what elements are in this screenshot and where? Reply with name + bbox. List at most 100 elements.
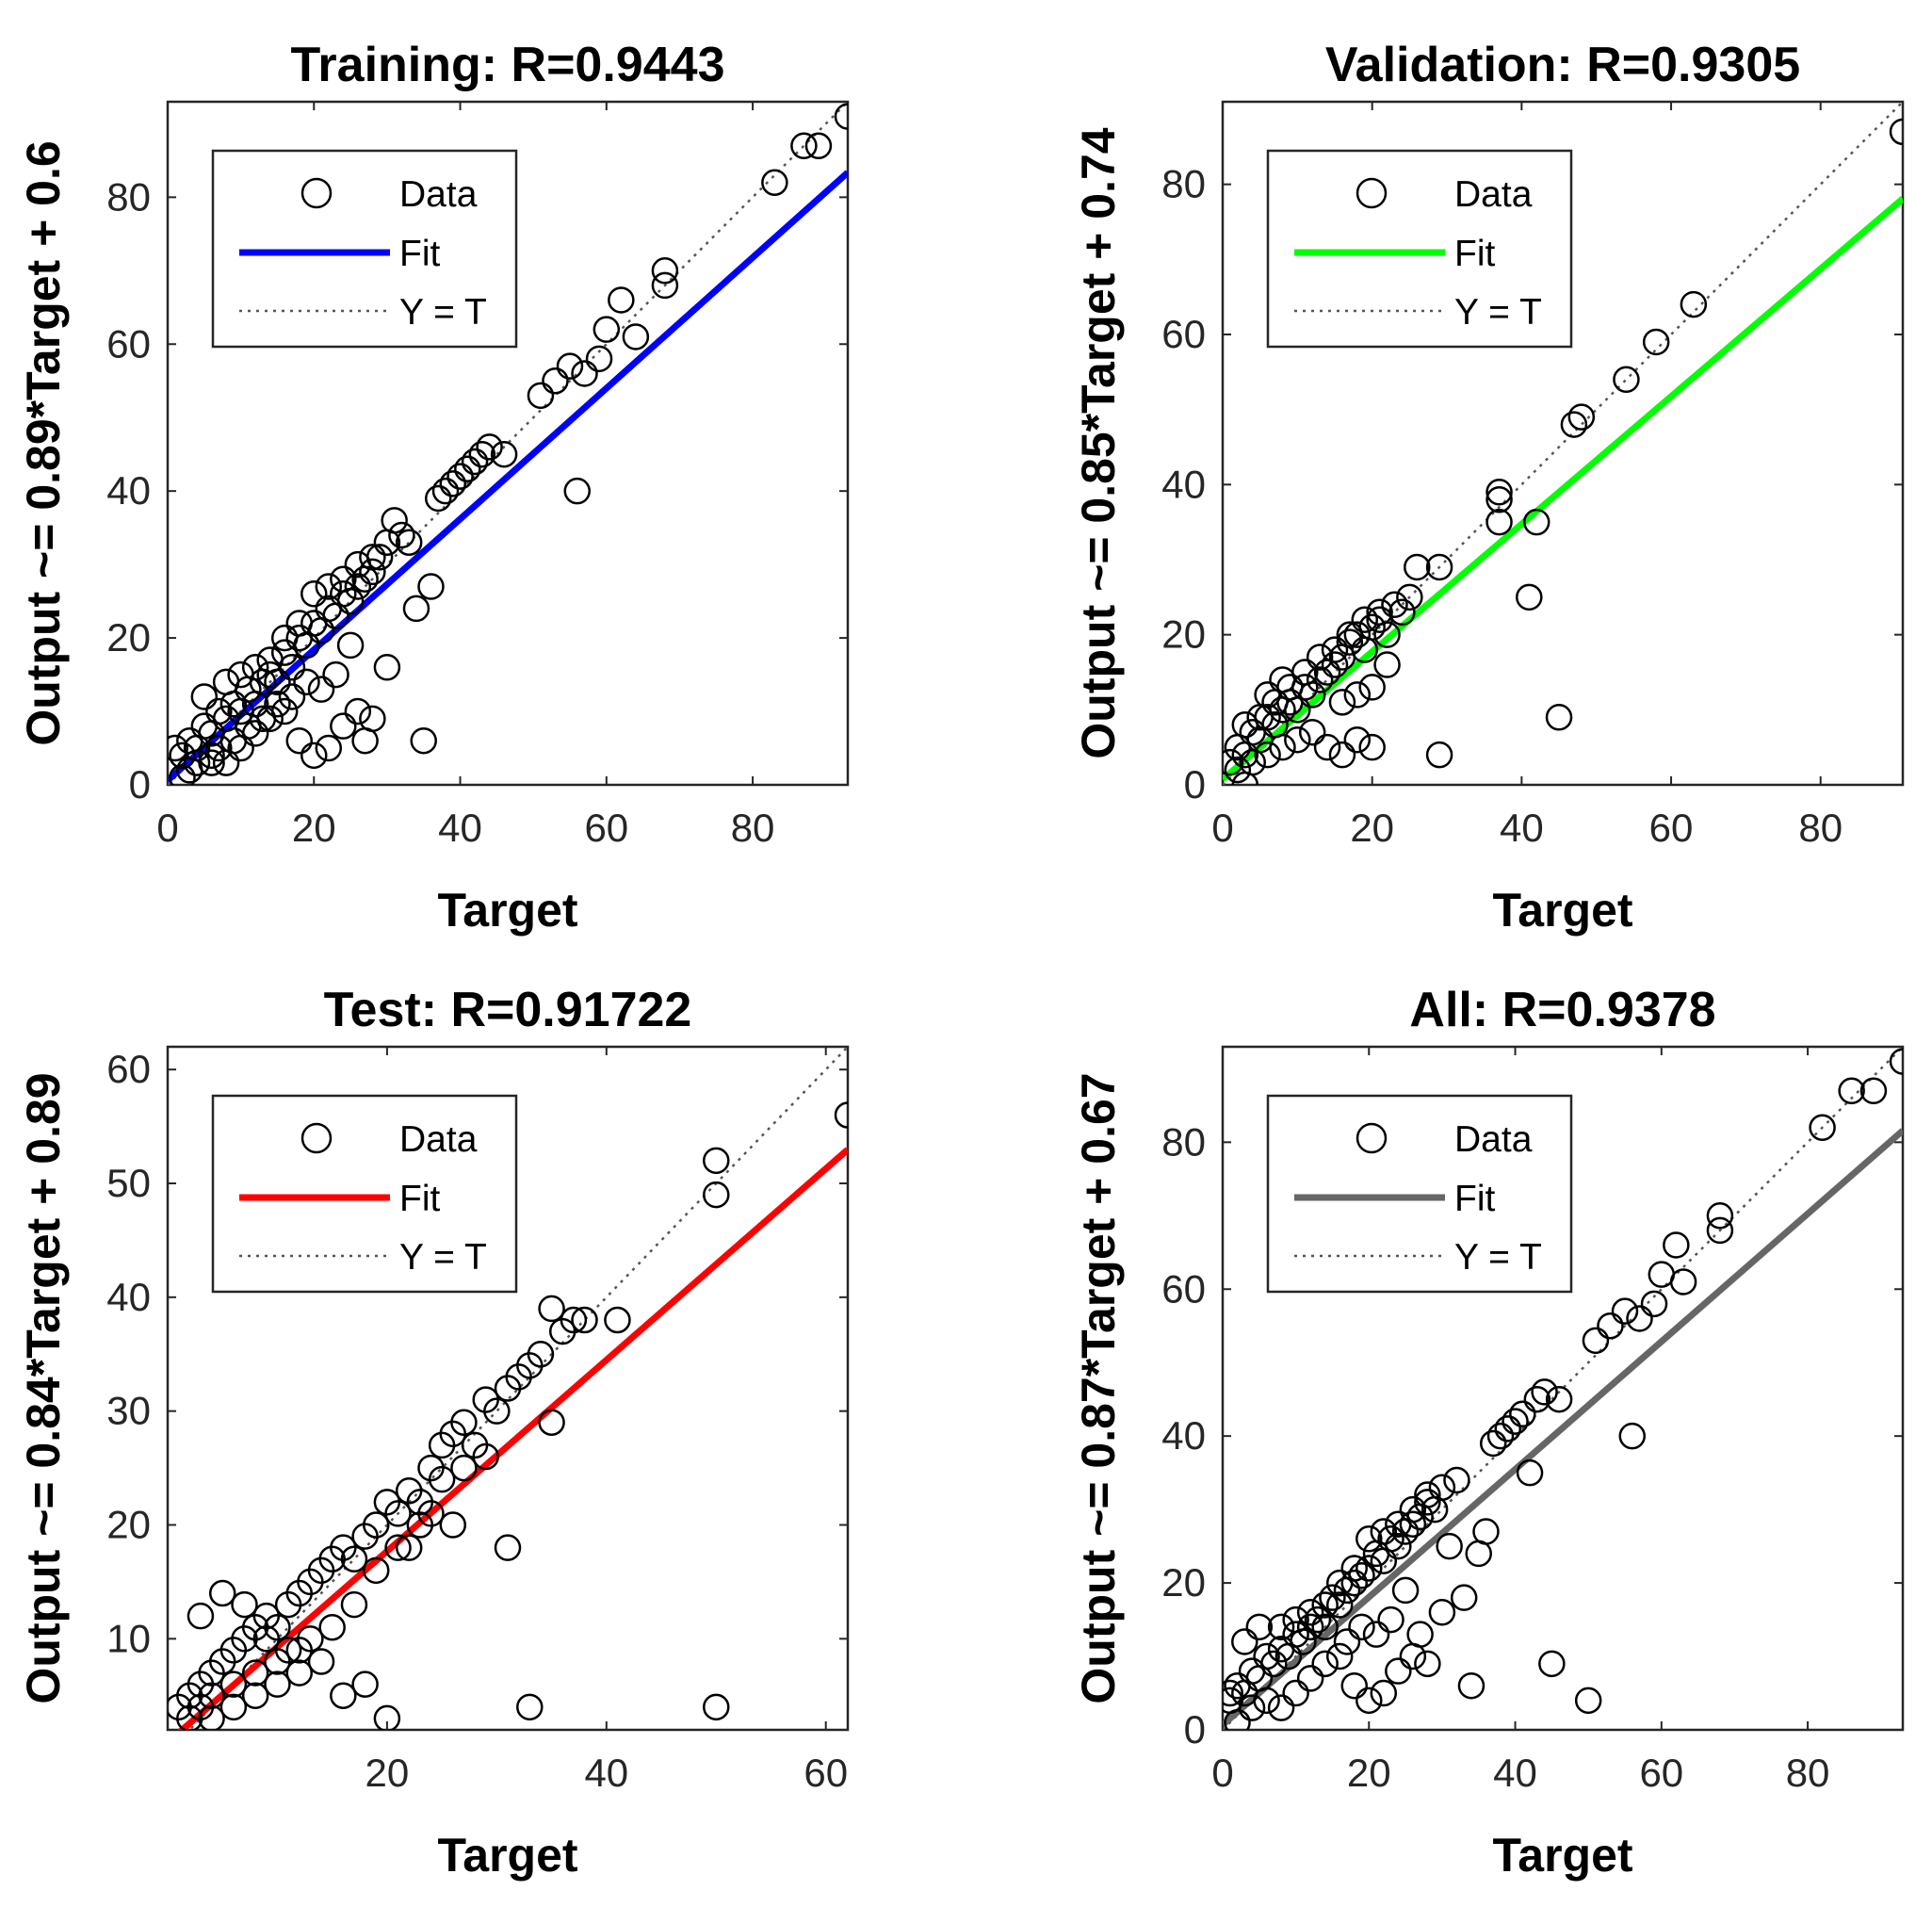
- data-point: [834, 1101, 848, 1129]
- data-point: [1340, 1555, 1368, 1582]
- data-point: [307, 676, 335, 703]
- data-point: [1313, 733, 1341, 761]
- data-point: [1486, 479, 1513, 506]
- data-point: [1304, 1605, 1332, 1634]
- data-point: [1282, 1605, 1309, 1634]
- x-tick-label: 40: [584, 1751, 628, 1795]
- data-point: [1269, 666, 1296, 693]
- data-point: [285, 610, 313, 637]
- data-point: [1404, 553, 1431, 581]
- data-point: [446, 463, 474, 490]
- data-point: [1618, 1422, 1647, 1450]
- x-tick-label: 80: [731, 806, 775, 850]
- legend-entry: Y = T: [399, 292, 487, 333]
- data-point: [1406, 1621, 1434, 1648]
- legend-entry: Y = T: [1454, 292, 1542, 333]
- y-axis-label: Output ~= 0.84*Target + 0.89: [17, 1072, 70, 1703]
- data-point: [1809, 1114, 1836, 1142]
- data-point: [1336, 628, 1364, 656]
- x-axis-label: Target: [437, 1829, 577, 1882]
- y-tick-label: 60: [1161, 312, 1206, 356]
- data-point: [1224, 756, 1252, 784]
- data-point: [1253, 1687, 1280, 1715]
- data-point: [278, 683, 306, 710]
- data-point: [490, 440, 518, 468]
- data-point: [388, 521, 415, 549]
- data-point: [1399, 1495, 1427, 1524]
- fit-line: [177, 1147, 848, 1730]
- x-tick-label: 0: [1211, 806, 1233, 850]
- x-tick-label: 60: [1649, 806, 1694, 850]
- data-point: [1642, 328, 1670, 356]
- data-point: [1479, 1429, 1507, 1458]
- data-point: [571, 360, 598, 387]
- data-point: [1486, 1422, 1515, 1450]
- data-point: [1358, 733, 1386, 761]
- data-point: [187, 1602, 215, 1630]
- data-point: [1343, 621, 1372, 648]
- y-tick-label: 80: [1161, 162, 1206, 206]
- data-point: [804, 132, 833, 160]
- y-tick-label: 80: [1161, 1119, 1206, 1164]
- data-point: [454, 455, 481, 483]
- data-point: [1377, 1605, 1404, 1634]
- data-point: [472, 1442, 499, 1471]
- fit-line: [1223, 196, 1903, 782]
- data-point: [1296, 1665, 1324, 1692]
- data-point: [336, 631, 365, 660]
- data-point: [344, 550, 372, 579]
- data-point: [1425, 553, 1453, 581]
- data-point: [1838, 1077, 1865, 1105]
- data-point: [1328, 689, 1356, 716]
- data-point: [1582, 1327, 1610, 1355]
- data-point: [384, 1500, 412, 1527]
- data-point: [363, 1511, 390, 1539]
- data-point: [439, 470, 467, 497]
- data-point: [1509, 1400, 1536, 1428]
- data-point: [1538, 1650, 1566, 1678]
- data-point: [527, 382, 555, 410]
- data-point: [252, 1625, 281, 1653]
- data-point: [450, 1454, 478, 1482]
- data-point: [593, 316, 621, 343]
- data-point: [1574, 1687, 1602, 1715]
- data-point: [585, 345, 613, 373]
- x-tick-label: 60: [804, 1751, 848, 1795]
- y-tick-label: 60: [106, 1047, 151, 1091]
- data-point: [476, 433, 503, 461]
- chart-panel-3: Test: R=0.91722 Target Output ~= 0.84*Targ…: [17, 983, 850, 1882]
- x-axis-label: Target: [1492, 884, 1632, 937]
- data-point: [1370, 1518, 1398, 1545]
- legend-data-marker: [1356, 1122, 1388, 1154]
- data-point: [395, 1534, 423, 1561]
- y-axis-label: Output ~= 0.89*Target + 0.6: [17, 140, 70, 745]
- legend: Data Fit Y = T: [1266, 1094, 1573, 1294]
- legend-entry: Y = T: [399, 1237, 487, 1278]
- data-point: [373, 529, 401, 556]
- x-tick-label: 0: [156, 806, 178, 850]
- data-point: [1267, 1613, 1295, 1641]
- data-point: [307, 1648, 335, 1675]
- y-tick-label: 20: [1161, 1560, 1206, 1605]
- legend-entry: Fit: [1454, 234, 1495, 274]
- data-point: [1522, 508, 1550, 536]
- data-point: [1640, 1290, 1668, 1318]
- data-point: [527, 1341, 555, 1368]
- data-point: [318, 1614, 346, 1641]
- y-tick-label: 60: [106, 321, 151, 366]
- data-point: [761, 169, 788, 197]
- data-point: [1381, 591, 1408, 619]
- plot-contents: [168, 102, 848, 785]
- data-point: [1343, 681, 1372, 709]
- data-point: [330, 1682, 357, 1709]
- data-point: [1391, 1576, 1420, 1605]
- data-point: [169, 741, 196, 770]
- data-point: [1889, 118, 1903, 146]
- data-point: [604, 1306, 631, 1334]
- y-tick-label: 30: [106, 1389, 151, 1433]
- data-point: [315, 573, 343, 600]
- data-point: [235, 712, 262, 740]
- legend: Data Fit Y = T: [1266, 149, 1573, 349]
- x-tick-label: 40: [438, 806, 482, 850]
- data-point: [1319, 1584, 1346, 1611]
